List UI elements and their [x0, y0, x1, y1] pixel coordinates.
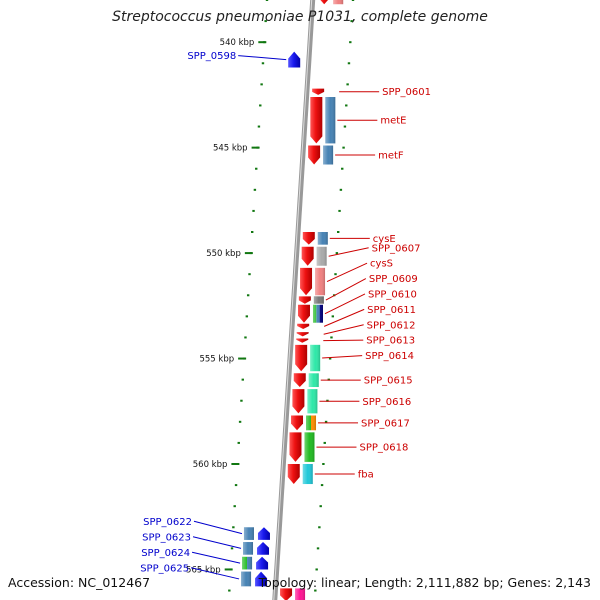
- gene-label-leader: [192, 536, 242, 549]
- gene-label[interactable]: SPP_0618: [359, 443, 408, 454]
- gene-arrow-spp-0601[interactable]: [312, 88, 325, 95]
- gene-arrow-cyse[interactable]: [302, 232, 315, 245]
- gene-label[interactable]: SPP_0624: [141, 548, 190, 559]
- gene-label[interactable]: SPP_0613: [366, 336, 415, 347]
- gene-arrow-spp-0611[interactable]: [297, 323, 310, 330]
- function-box-shading: [312, 304, 323, 323]
- gene-label[interactable]: fba: [358, 470, 374, 481]
- function-box-shading: [313, 296, 324, 304]
- function-box-shading: [333, 0, 344, 5]
- gene-label[interactable]: cysE: [373, 234, 396, 245]
- function-box-shading: [325, 97, 336, 144]
- gene-label-leader: [328, 247, 369, 257]
- function-box-shading: [242, 556, 253, 570]
- tick-label: 540 kbp: [220, 38, 255, 48]
- function-box-shading: [307, 389, 318, 414]
- gene-label[interactable]: SPP_0610: [368, 289, 417, 300]
- gene-label-leader: [325, 278, 367, 301]
- function-box-shading: [295, 588, 306, 600]
- gene-arrow-spp-0616[interactable]: [292, 389, 305, 414]
- function-box-shading: [323, 145, 334, 165]
- partial-gene-arrow[interactable]: [280, 588, 293, 600]
- tick-label: 560 kbp: [193, 460, 228, 470]
- gene-label[interactable]: SPP_0598: [187, 51, 236, 62]
- gene-label-leader: [238, 55, 287, 61]
- gene-arrow-spp-0623[interactable]: [257, 542, 270, 555]
- gene-arrow-spp-0624[interactable]: [256, 556, 269, 570]
- gene-label-leader: [323, 308, 365, 327]
- gene-label-leader: [191, 551, 241, 564]
- function-box-shading: [315, 267, 326, 296]
- gene-arrow-spp-0609[interactable]: [298, 296, 311, 304]
- gene-arrow-spp-0622[interactable]: [257, 527, 270, 540]
- gene-label[interactable]: SPP_0609: [369, 274, 418, 285]
- gene-label[interactable]: SPP_0612: [367, 320, 416, 331]
- gene-label[interactable]: SPP_0607: [372, 243, 421, 254]
- gene-arrow-spp-0618[interactable]: [289, 432, 302, 462]
- genome-backbone: [272, 0, 316, 600]
- tick-label: 555 kbp: [199, 355, 234, 365]
- function-box-shading: [243, 527, 254, 540]
- gene-label[interactable]: SPP_0623: [142, 532, 191, 543]
- function-box-shading: [241, 571, 252, 587]
- tick-label: 550 kbp: [206, 249, 241, 259]
- gene-label[interactable]: SPP_0601: [382, 87, 431, 98]
- gene-label[interactable]: SPP_0617: [361, 418, 410, 429]
- gene-label-leader: [190, 567, 240, 580]
- gene-label[interactable]: metE: [380, 116, 406, 127]
- gene-arrow-metf[interactable]: [308, 145, 321, 165]
- gene-arrow-spp-0598[interactable]: [288, 51, 301, 68]
- gene-arrow-spp-0610[interactable]: [297, 304, 310, 323]
- gene-arrow-spp-0615[interactable]: [293, 373, 306, 388]
- function-box-shading: [304, 432, 315, 462]
- genome-title: Streptococcus pneumoniae P1031, complete…: [112, 9, 488, 25]
- gene-arrow-fba[interactable]: [287, 464, 300, 485]
- function-box-shading: [308, 373, 319, 388]
- gene-label[interactable]: SPP_0625: [140, 563, 189, 574]
- gene-arrow-spp-0617[interactable]: [291, 415, 304, 431]
- topology-text: Topology: linear; Length: 2,111,882 bp; …: [258, 575, 591, 590]
- gene-label-leader: [322, 355, 363, 359]
- gene-label[interactable]: metF: [378, 151, 404, 162]
- function-box-shading: [243, 542, 254, 555]
- function-box-shading: [306, 415, 317, 431]
- gene-label-leader: [323, 324, 364, 335]
- function-box-shading: [302, 464, 313, 485]
- accession-text: Accession: NC_012467: [8, 575, 151, 590]
- gene-arrow-spp-0625[interactable]: [255, 571, 268, 587]
- gene-label[interactable]: SPP_0615: [364, 376, 413, 387]
- gene-label-leader: [324, 293, 366, 315]
- gene-label[interactable]: SPP_0611: [367, 305, 416, 316]
- gene-arrow-cyss[interactable]: [300, 267, 313, 296]
- gene-label-leader: [326, 262, 368, 283]
- gene-label[interactable]: SPP_0614: [365, 351, 414, 362]
- gene-label[interactable]: SPP_0616: [362, 397, 411, 408]
- gene-arrow-spp-0613[interactable]: [296, 338, 309, 343]
- gene-arrow-spp-0612[interactable]: [296, 332, 309, 337]
- function-box-shading: [317, 232, 328, 245]
- gene-label[interactable]: cysS: [370, 259, 393, 270]
- function-box-shading: [310, 344, 321, 372]
- gene-label-leader: [193, 520, 243, 535]
- genome-backbone-highlight: [273, 0, 313, 600]
- partial-gene-arrow[interactable]: [318, 0, 330, 5]
- tick-label: 545 kbp: [213, 144, 248, 154]
- gene-arrow-mete[interactable]: [310, 97, 323, 144]
- function-box-shading: [316, 246, 327, 266]
- gene-arrow-spp-0607[interactable]: [301, 246, 314, 266]
- gene-label[interactable]: SPP_0622: [143, 517, 192, 528]
- gene-arrow-spp-0614[interactable]: [295, 344, 308, 372]
